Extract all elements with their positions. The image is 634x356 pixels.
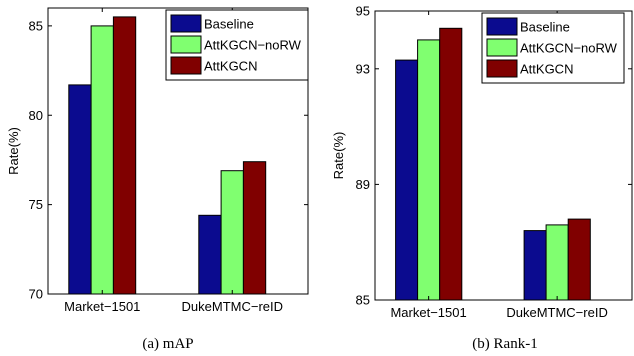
caption: (b) Rank-1 bbox=[472, 336, 537, 352]
legend-label: Baseline bbox=[520, 20, 570, 35]
legend: Baseline AttKGCN−noRW AttKGCN bbox=[481, 12, 625, 84]
bar-baseline-0 bbox=[68, 84, 92, 295]
axes-box bbox=[47, 7, 309, 295]
y-tick-label: 70 bbox=[29, 287, 43, 302]
legend-swatch-baseline bbox=[170, 14, 202, 33]
bar-attkgcn-0 bbox=[112, 16, 137, 295]
y-tick-label: 85 bbox=[29, 18, 43, 33]
y-tick-label: 95 bbox=[356, 4, 370, 19]
bar-attkgcn-1 bbox=[567, 218, 591, 301]
y-tick-label: 93 bbox=[356, 61, 370, 76]
y-tick-label: 80 bbox=[29, 108, 43, 123]
bar-attkgcn-norw-1 bbox=[220, 170, 244, 295]
legend-label: Baseline bbox=[204, 17, 254, 32]
legend-swatch-attkgcn-norw bbox=[486, 38, 518, 57]
x-tick-label: Market−1501 bbox=[64, 299, 140, 314]
caption: (a) mAP bbox=[142, 336, 193, 352]
legend: Baseline AttKGCN−noRW AttKGCN bbox=[165, 9, 309, 81]
bar-attkgcn-norw-0 bbox=[417, 39, 441, 301]
legend-swatch-attkgcn bbox=[170, 56, 202, 75]
legend-label: AttKGCN bbox=[204, 59, 257, 74]
legend-label: AttKGCN bbox=[520, 62, 573, 77]
legend-swatch-baseline bbox=[486, 17, 518, 36]
legend-swatch-attkgcn bbox=[486, 59, 518, 78]
y-tick-label: 89 bbox=[356, 177, 370, 192]
bar-attkgcn-norw-0 bbox=[90, 25, 114, 295]
legend-label: AttKGCN−noRW bbox=[520, 41, 618, 56]
bar-baseline-0 bbox=[395, 59, 419, 301]
x-tick-label: DukeMTMC−reID bbox=[506, 305, 608, 320]
x-tick-label: Market−1501 bbox=[390, 305, 466, 320]
bar-attkgcn-norw-1 bbox=[545, 224, 569, 301]
x-tick-label: DukeMTMC−reID bbox=[182, 299, 284, 314]
bar-attkgcn-0 bbox=[439, 27, 463, 301]
bar-attkgcn-1 bbox=[242, 161, 267, 295]
y-axis-label: Rate(%) bbox=[331, 132, 346, 180]
chart-rank1: Market−1501 DukeMTMC−reID 85 89 93 95 Rate(%) B… bbox=[331, 4, 633, 352]
axes-box bbox=[374, 10, 633, 301]
legend-swatch-attkgcn-norw bbox=[170, 35, 202, 54]
y-axis-label: Rate(%) bbox=[6, 127, 21, 175]
bar-baseline-1 bbox=[523, 230, 547, 301]
y-tick-label: 75 bbox=[29, 197, 43, 212]
legend-label: AttKGCN−noRW bbox=[204, 38, 302, 53]
chart-map: Market−1501 DukeMTMC−reID 70 75 80 85 Rate(%) B… bbox=[6, 7, 309, 352]
bar-baseline-1 bbox=[198, 214, 222, 295]
y-tick-label: 85 bbox=[356, 293, 370, 308]
